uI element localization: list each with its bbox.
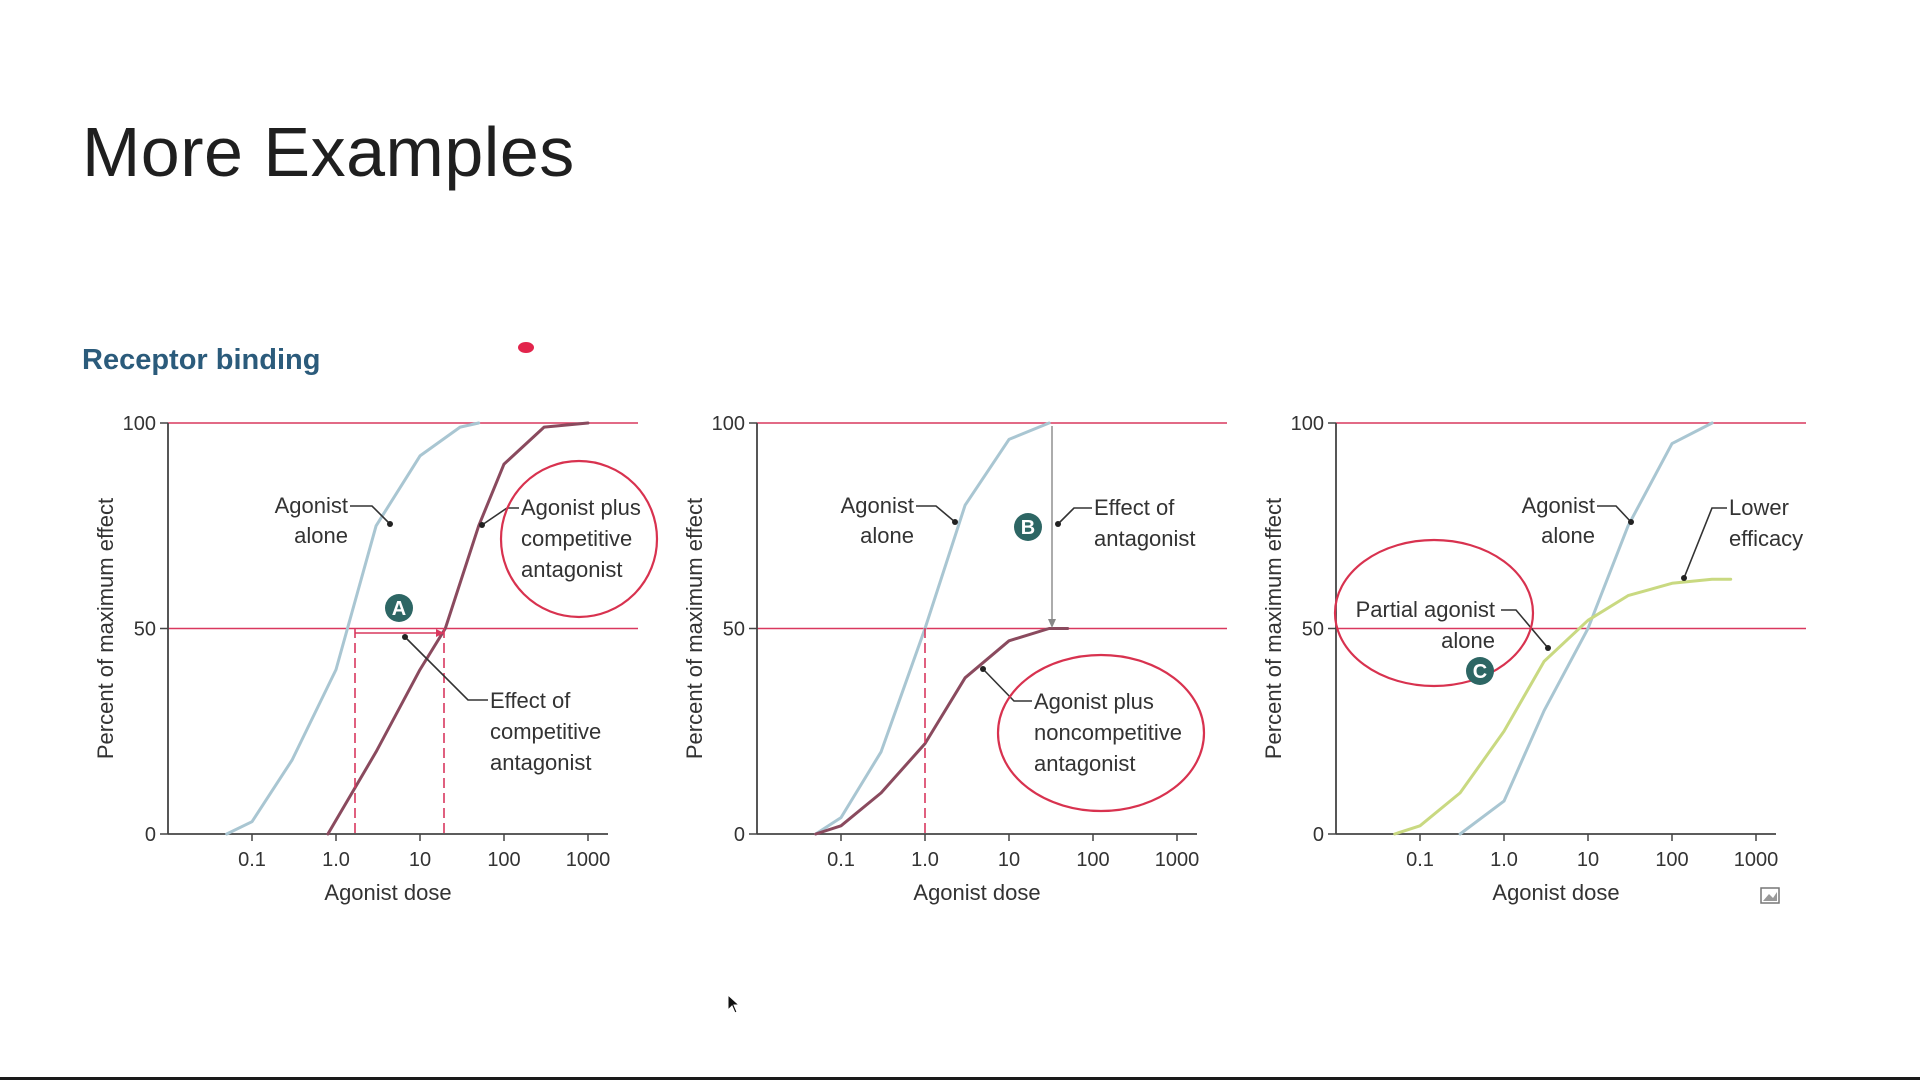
label-effect-of-competitive: competitive bbox=[490, 719, 601, 744]
series-curve-antagonist bbox=[326, 421, 590, 836]
leader-line bbox=[1501, 609, 1549, 649]
leader-line bbox=[481, 507, 519, 526]
label-partial-agonist: alone bbox=[1441, 628, 1495, 653]
x-tick-label: 100 bbox=[487, 849, 520, 871]
y-tick-label: 50 bbox=[723, 619, 745, 641]
x-tick-label: 10 bbox=[998, 849, 1020, 871]
label-agonist-alone: alone bbox=[1541, 523, 1595, 548]
x-tick-label: 100 bbox=[1655, 849, 1688, 871]
series-curve-agonist bbox=[1458, 421, 1714, 836]
x-tick-label: 10 bbox=[1577, 849, 1599, 871]
label-effect-of-antagonist: Effect of bbox=[1094, 495, 1175, 520]
label-agonist-plus-noncompetitive: noncompetitive bbox=[1034, 720, 1182, 745]
y-tick-label: 50 bbox=[134, 619, 156, 641]
marker-letter: B bbox=[1021, 517, 1035, 539]
y-axis-label: Percent of maximum effect bbox=[93, 498, 118, 759]
x-tick-label: 1000 bbox=[566, 849, 611, 871]
leader-line bbox=[916, 505, 956, 523]
leader-line bbox=[982, 668, 1032, 702]
series-curve-antagonist bbox=[814, 627, 1070, 836]
leader-dot bbox=[479, 522, 485, 528]
x-axis-label: Agonist dose bbox=[1492, 880, 1619, 905]
series-curve-partial bbox=[1393, 577, 1733, 836]
image-glyph-icon-inner bbox=[1763, 892, 1777, 901]
x-axis-label: Agonist dose bbox=[913, 880, 1040, 905]
highlight-circle bbox=[996, 653, 1206, 813]
x-tick-label: 10 bbox=[409, 849, 431, 871]
marker-letter: C bbox=[1473, 661, 1487, 683]
leader-dot bbox=[1628, 519, 1634, 525]
label-lower-efficacy: Lower bbox=[1729, 495, 1789, 520]
leader-dot bbox=[387, 521, 393, 527]
chart-panel-2: 0 50 100 0.1 1.0 10 100 1000 Agonist dose Percent… bbox=[682, 413, 1227, 905]
label-agonist-alone: alone bbox=[294, 523, 348, 548]
leader-dot bbox=[952, 519, 958, 525]
leader-line bbox=[1683, 507, 1727, 579]
y-tick-label: 0 bbox=[734, 824, 745, 846]
label-agonist-plus-competitive: Agonist plus bbox=[521, 495, 641, 520]
x-tick-label: 0.1 bbox=[827, 849, 855, 871]
leader-line bbox=[1057, 507, 1092, 525]
label-effect-of-competitive: Effect of bbox=[490, 688, 571, 713]
marker-badge-b bbox=[1014, 513, 1042, 541]
leader-line bbox=[1597, 505, 1632, 523]
slide-title: More Examples bbox=[82, 113, 575, 191]
shift-arrow-head bbox=[436, 629, 444, 637]
x-tick-label: 0.1 bbox=[1406, 849, 1434, 871]
x-tick-label: 0.1 bbox=[238, 849, 266, 871]
label-agonist-plus-competitive: competitive bbox=[521, 526, 632, 551]
highlight-circle bbox=[499, 459, 659, 619]
leader-line bbox=[350, 505, 391, 525]
label-lower-efficacy: efficacy bbox=[1729, 526, 1803, 551]
section-heading: Receptor binding bbox=[82, 344, 321, 376]
image-glyph-icon bbox=[1760, 887, 1780, 904]
leader-dot bbox=[402, 634, 408, 640]
effect-arrow-head bbox=[1048, 619, 1056, 628]
leader-dot bbox=[1055, 521, 1061, 527]
series-curve-agonist bbox=[225, 421, 481, 836]
label-agonist-alone: Agonist bbox=[275, 493, 348, 518]
label-agonist-plus-competitive: antagonist bbox=[521, 557, 623, 582]
label-agonist-alone: Agonist bbox=[1522, 493, 1595, 518]
x-axis-label: Agonist dose bbox=[324, 880, 451, 905]
x-tick-label: 1000 bbox=[1155, 849, 1200, 871]
y-tick-label: 50 bbox=[1302, 619, 1324, 641]
x-tick-label: 1.0 bbox=[322, 849, 350, 871]
y-tick-label: 100 bbox=[712, 413, 745, 435]
y-axis-label: Percent of maximum effect bbox=[682, 498, 707, 759]
y-tick-label: 100 bbox=[1291, 413, 1324, 435]
y-tick-label: 100 bbox=[123, 413, 156, 435]
leader-dot bbox=[1681, 575, 1687, 581]
leader-dot bbox=[980, 666, 986, 672]
label-effect-of-antagonist: antagonist bbox=[1094, 526, 1196, 551]
x-tick-label: 1.0 bbox=[1490, 849, 1518, 871]
y-axis-label: Percent of maximum effect bbox=[1261, 498, 1286, 759]
label-agonist-plus-noncompetitive: Agonist plus bbox=[1034, 689, 1154, 714]
leader-line bbox=[404, 636, 488, 701]
bottom-edge-bar bbox=[0, 1077, 1920, 1080]
marker-letter: A bbox=[392, 598, 406, 620]
chart-panel-1: 0 50 100 0.1 1.0 10 100 1000 Agonist dose Percent… bbox=[93, 413, 638, 905]
marker-badge-c bbox=[1466, 657, 1494, 685]
x-tick-label: 100 bbox=[1076, 849, 1109, 871]
panel-1-annotations: Agonist alone Agonist plus competitive antag… bbox=[275, 459, 659, 834]
leader-dot bbox=[1545, 645, 1551, 651]
laser-pointer-dot bbox=[518, 342, 534, 353]
panel-2-annotations: Agonist alone Effect of antagonist Agonist p… bbox=[841, 426, 1206, 834]
panel-3-annotations: Agonist alone Lower efficacy Partial agonist… bbox=[1333, 493, 1803, 904]
x-tick-label: 1000 bbox=[1734, 849, 1779, 871]
highlight-circle bbox=[1333, 538, 1535, 688]
label-effect-of-competitive: antagonist bbox=[490, 750, 592, 775]
label-agonist-alone: alone bbox=[860, 523, 914, 548]
marker-badge-a bbox=[385, 594, 413, 622]
label-agonist-alone: Agonist bbox=[841, 493, 914, 518]
x-tick-label: 1.0 bbox=[911, 849, 939, 871]
label-partial-agonist: Partial agonist bbox=[1356, 597, 1495, 622]
label-agonist-plus-noncompetitive: antagonist bbox=[1034, 751, 1136, 776]
y-tick-label: 0 bbox=[145, 824, 156, 846]
mouse-cursor-icon bbox=[727, 994, 741, 1014]
chart-panel-3: 0 50 100 0.1 1.0 10 100 1000 Agonist dose Percent… bbox=[1261, 413, 1806, 905]
y-tick-label: 0 bbox=[1313, 824, 1324, 846]
